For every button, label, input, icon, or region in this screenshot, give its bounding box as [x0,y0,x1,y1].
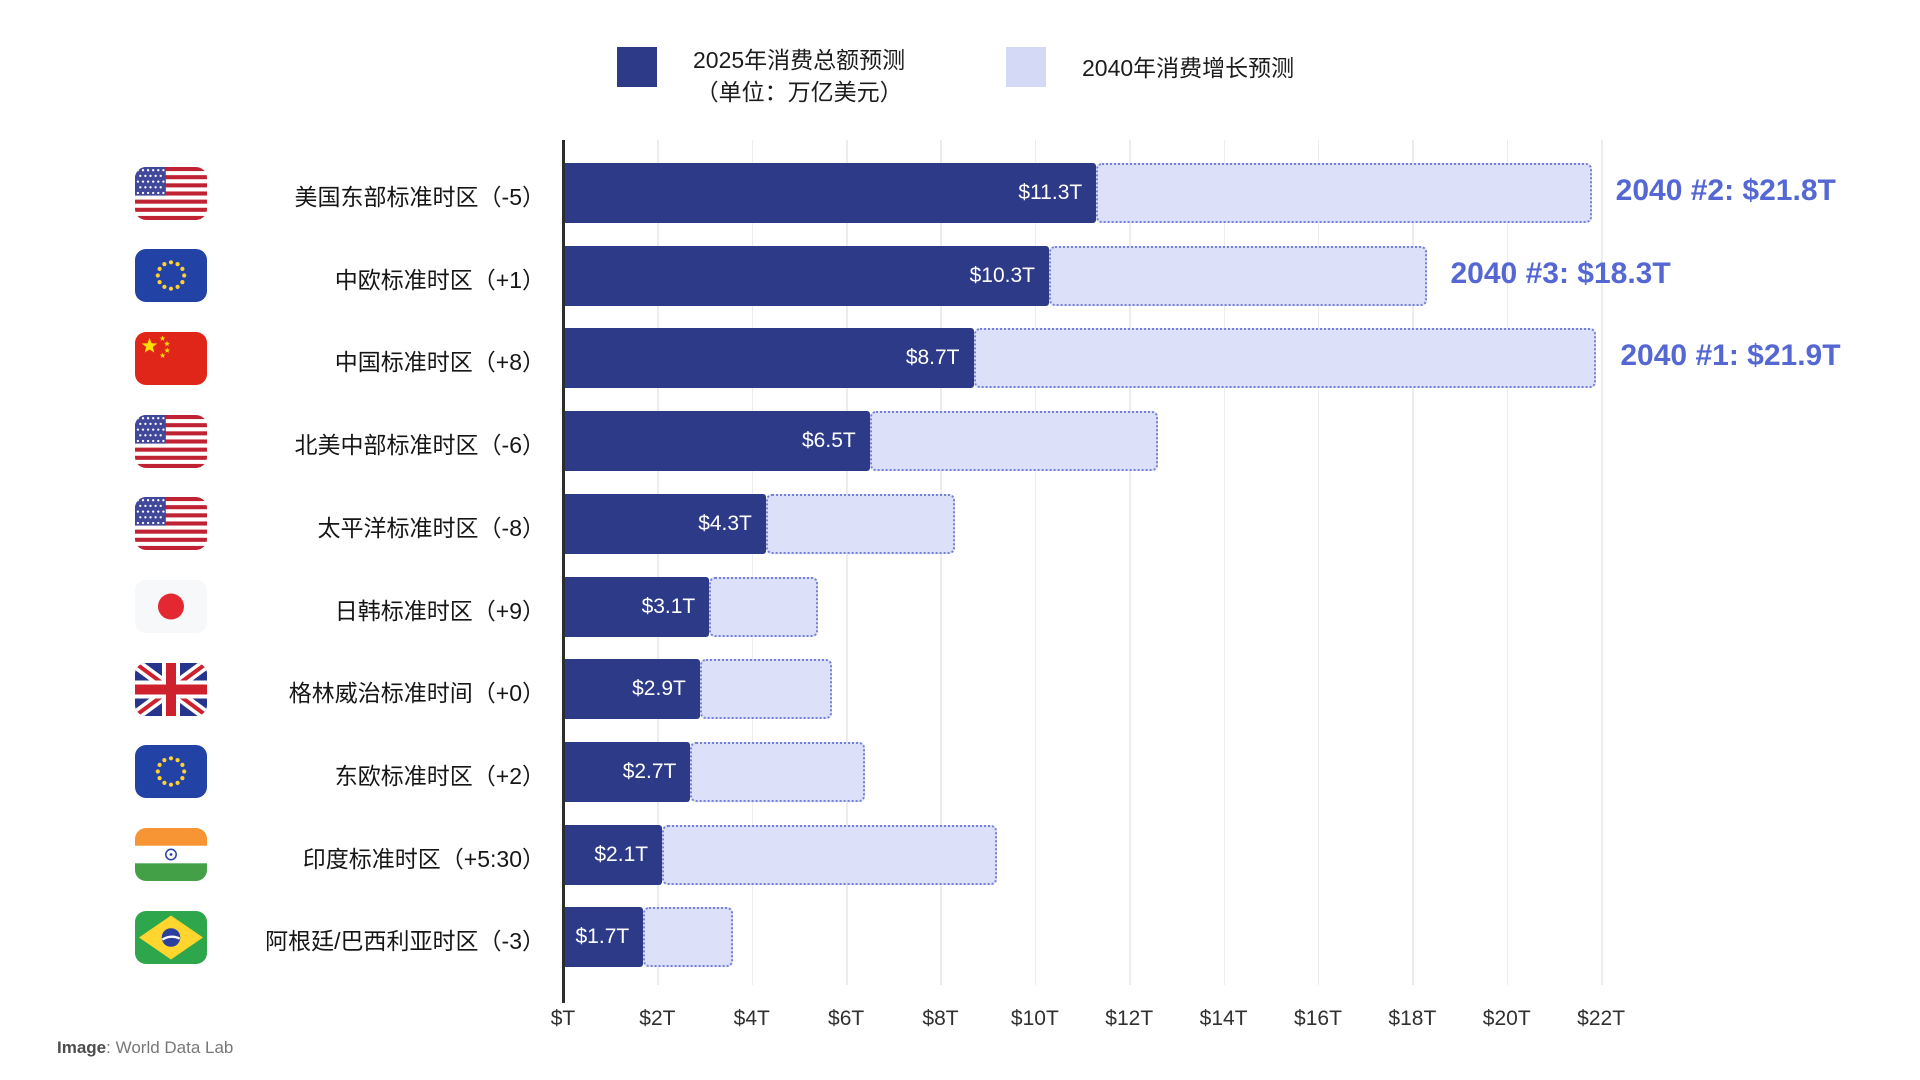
row-label: 日韩标准时区（+9） [334,597,545,624]
row-label: 阿根廷/巴西利亚时区（-3） [265,928,545,955]
bar-2025: $1.7T [563,907,644,968]
attribution-prefix: Image [57,1038,107,1057]
gb-flag [135,662,207,716]
bar-2025: $2.7T [563,741,691,802]
gridline [1034,140,1037,985]
bar-2025: $6.5T [563,411,870,472]
rank-annotation: 2040 #3: $18.3T [1450,256,1671,290]
bar-value-label: $6.5T [802,429,856,453]
legend-label-2025-line1: 2025年消费总额预测 [693,47,906,73]
attribution-source: : World Data Lab [106,1038,234,1057]
gridline [751,140,754,985]
jp-flag [135,580,207,633]
bar-2040-growth [973,328,1597,389]
y-axis-line [562,140,565,1003]
legend-swatch-2025 [617,47,657,87]
row-label: 美国东部标准时区（-5） [294,184,545,210]
x-axis-tick-label: $6T [828,1007,865,1030]
row-label: 中欧标准时区（+1） [334,266,545,293]
gridline [1129,140,1131,985]
legend-swatch-2040 [1006,47,1046,87]
gridline [1506,140,1509,985]
row-label: 东欧标准时区（+2） [334,762,545,789]
bar-value-label: $8.7T [905,346,960,370]
bar-2025: $4.3T [563,493,766,554]
x-axis-tick-label: $10T [1010,1007,1059,1030]
legend-label-2040-line1: 2040年消费增长预测 [1082,55,1295,81]
row-label: 印度标准时区（+5:30） [302,845,545,872]
bar-value-label: $3.1T [641,594,696,618]
bar-2025: $2.1T [563,824,663,885]
row-label: 中国标准时区（+8） [334,349,545,376]
eu-flag [135,745,207,799]
gridline [1223,140,1226,985]
legend-label-2025: 2025年消费总额预测 （单位：万亿美元） [693,44,905,108]
legend-item-2040: 2040年消费增长预测 [1006,44,1294,87]
bar-value-label: $2.1T [594,842,649,866]
gridline [1412,140,1414,985]
bar-2040-growth [690,741,865,802]
bar-2025: $3.1T [563,576,710,637]
bar-2040-growth [662,824,998,885]
bar-2025: $10.3T [563,245,1050,306]
bar-2025: $8.7T [563,328,974,389]
rank-annotation: 2040 #2: $21.8T [1615,174,1836,207]
bar-2040-growth [1049,245,1427,306]
us-flag [135,166,207,220]
bar-2040-growth [643,907,733,968]
x-axis-tick-label: $8T [922,1007,959,1030]
x-axis-tick-label: $T [550,1007,576,1030]
row-label: 太平洋标准时区（-8） [317,514,545,541]
cn-flag [135,331,207,385]
gridline [1601,140,1603,985]
gridline [657,140,659,985]
x-axis-tick-label: $18T [1388,1007,1437,1030]
x-axis-tick-label: $20T [1482,1007,1531,1030]
x-axis-tick-label: $22T [1577,1007,1626,1030]
bar-2025: $11.3T [563,163,1097,223]
bar-value-label: $1.7T [575,925,630,949]
br-flag [135,910,207,964]
x-axis-tick-label: $2T [639,1007,676,1030]
gridline [940,140,942,985]
bar-value-label: $11.3T [1018,181,1083,204]
legend-label-2040: 2040年消费增长预测 [1082,44,1294,84]
bar-value-label: $2.7T [622,759,677,783]
bar-2040-growth [699,659,832,720]
bar-2025: $2.9T [563,659,700,720]
x-axis-tick-label: $16T [1294,1007,1342,1030]
bar-value-label: $10.3T [969,263,1036,287]
bar-value-label: $2.9T [632,677,686,701]
us-flag [135,497,207,551]
us-flag [135,414,207,468]
x-axis-tick-label: $14T [1199,1007,1248,1030]
bar-2040-growth [869,411,1158,472]
bar-value-label: $4.3T [698,511,752,535]
attribution: Image: World Data Lab [57,1038,233,1058]
x-axis-tick-label: $4T [733,1007,770,1030]
legend-label-2025-line2: （单位：万亿美元） [695,79,903,105]
legend-item-2025: 2025年消费总额预测 （单位：万亿美元） [617,44,905,108]
x-axis-tick-label: $12T [1105,1007,1154,1030]
gridline [846,140,848,985]
in-flag [135,828,207,882]
row-label: 北美中部标准时区（-6） [294,432,545,459]
bar-2040-growth [1096,163,1592,223]
bar-2040-growth [709,576,818,637]
rank-annotation: 2040 #1: $21.9T [1620,339,1841,373]
gridline [1317,140,1320,985]
row-label: 格林威治标准时间（+0） [288,680,545,707]
eu-flag [135,249,207,303]
bar-2040-growth [765,493,955,554]
